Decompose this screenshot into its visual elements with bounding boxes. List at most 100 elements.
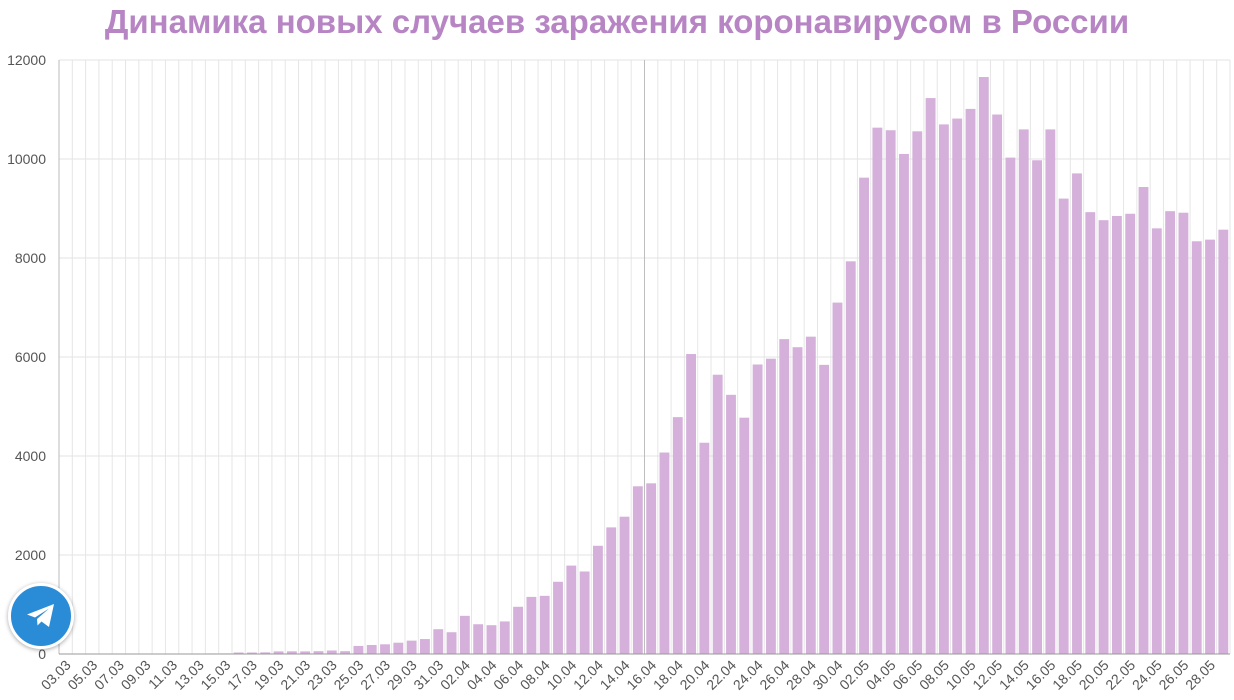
- x-tick-label: 09.03: [118, 657, 154, 693]
- chart-bar: [340, 651, 351, 654]
- chart-bar: [619, 516, 630, 654]
- chart-bar: [739, 417, 750, 654]
- chart-bar: [752, 364, 763, 654]
- x-tick-label: 24.04: [730, 657, 766, 693]
- chart-bar: [273, 651, 284, 654]
- chart-bar: [420, 639, 430, 654]
- chart-bar: [1058, 198, 1069, 654]
- chart-bar: [247, 652, 257, 654]
- chart-bar: [1032, 160, 1042, 655]
- x-tick-label: 13.03: [171, 657, 207, 693]
- x-tick-label: 30.04: [809, 657, 845, 693]
- chart-bar: [593, 545, 603, 654]
- chart-bar: [433, 629, 444, 654]
- x-tick-label: 10.04: [543, 657, 579, 693]
- x-tick-label: 02.04: [437, 657, 473, 693]
- chart-bar: [938, 124, 949, 654]
- chart-bar: [672, 417, 683, 654]
- y-tick-label: 4000: [15, 448, 46, 464]
- x-tick-label: 08.05: [916, 657, 952, 693]
- x-tick-label: 06.04: [490, 657, 526, 693]
- chart-bar: [366, 644, 377, 654]
- chart-bar: [1072, 173, 1082, 654]
- chart-bar: [406, 640, 417, 654]
- chart-bar: [632, 486, 643, 654]
- y-tick-label: 12000: [7, 52, 46, 68]
- x-tick-label: 26.04: [756, 657, 792, 693]
- x-tick-label: 02.05: [836, 657, 872, 693]
- chart-bar: [486, 625, 497, 654]
- x-tick-label: 10.05: [943, 657, 979, 693]
- chart-bar: [1138, 187, 1149, 654]
- telegram-icon: [27, 604, 54, 627]
- x-tick-label: 26.05: [1155, 657, 1191, 693]
- chart-bar: [1125, 213, 1136, 654]
- chart-bar: [286, 651, 297, 654]
- y-tick-label: 2000: [15, 547, 46, 563]
- chart-bar: [553, 581, 563, 654]
- x-tick-label: 29.03: [384, 657, 420, 693]
- chart-bar: [659, 452, 670, 654]
- chart-bar: [765, 358, 776, 654]
- chart-bar: [646, 483, 657, 654]
- chart-bar: [845, 261, 856, 654]
- x-tick-label: 14.05: [996, 657, 1032, 693]
- chart-bar: [499, 621, 510, 654]
- x-tick-label: 04.04: [463, 657, 499, 693]
- telegram-button[interactable]: [8, 583, 74, 649]
- chart-bar: [952, 118, 963, 654]
- chart-bar: [965, 108, 976, 654]
- x-tick-label: 06.05: [889, 657, 925, 693]
- chart-bar: [313, 651, 324, 654]
- chart-bar: [1018, 129, 1029, 654]
- y-tick-label: 8000: [15, 250, 46, 266]
- chart-bar: [726, 394, 736, 654]
- chart-bar: [1218, 229, 1229, 654]
- x-tick-label: 27.03: [357, 657, 393, 693]
- chart-bar: [1151, 228, 1162, 654]
- chart-bar: [566, 565, 577, 654]
- x-tick-label: 12.04: [570, 657, 606, 693]
- chart-bar: [859, 177, 869, 654]
- chart-bar: [1178, 212, 1189, 654]
- chart-bar: [779, 339, 790, 654]
- y-tick-label: 10000: [7, 151, 46, 167]
- x-tick-label: 20.05: [1076, 657, 1112, 693]
- chart-bar: [513, 606, 524, 654]
- x-tick-label: 22.04: [703, 657, 739, 693]
- chart-title: Динамика новых случаев заражения коронав…: [104, 3, 1130, 40]
- x-tick-label: 18.04: [650, 657, 686, 693]
- y-tick-label: 0: [38, 646, 46, 662]
- chart-bar: [353, 645, 364, 654]
- chart-bar: [912, 131, 923, 654]
- chart-bar: [380, 644, 390, 654]
- chart-bar: [1205, 239, 1215, 654]
- chart-bar: [526, 596, 537, 654]
- x-tick-label: 25.03: [330, 657, 366, 693]
- chart-bar: [699, 442, 710, 654]
- x-tick-label: 05.03: [64, 657, 100, 693]
- chart-bar: [1005, 157, 1016, 655]
- chart-bar: [473, 624, 484, 654]
- chart-bar: [539, 595, 550, 654]
- x-tick-label: 23.03: [304, 657, 340, 693]
- x-tick-label: 22.05: [1102, 657, 1138, 693]
- chart-bar: [805, 336, 816, 654]
- chart-bar: [686, 354, 696, 654]
- x-tick-label: 18.05: [1049, 657, 1085, 693]
- y-tick-label: 6000: [15, 349, 46, 365]
- x-tick-label: 04.05: [863, 657, 899, 693]
- x-tick-label: 20.04: [676, 657, 712, 693]
- x-tick-label: 21.03: [277, 657, 313, 693]
- x-tick-label: 28.05: [1182, 657, 1218, 693]
- x-tick-label: 24.05: [1129, 657, 1165, 693]
- chart-bar: [819, 364, 830, 654]
- chart-bar: [1085, 212, 1096, 654]
- x-tick-label: 31.03: [410, 657, 446, 693]
- chart-bar: [459, 615, 470, 654]
- chart-bar: [899, 153, 909, 654]
- x-tick-label: 14.04: [597, 657, 633, 693]
- x-tick-label: 03.03: [38, 657, 74, 693]
- chart-bar: [1165, 211, 1176, 655]
- chart-bar: [300, 651, 311, 654]
